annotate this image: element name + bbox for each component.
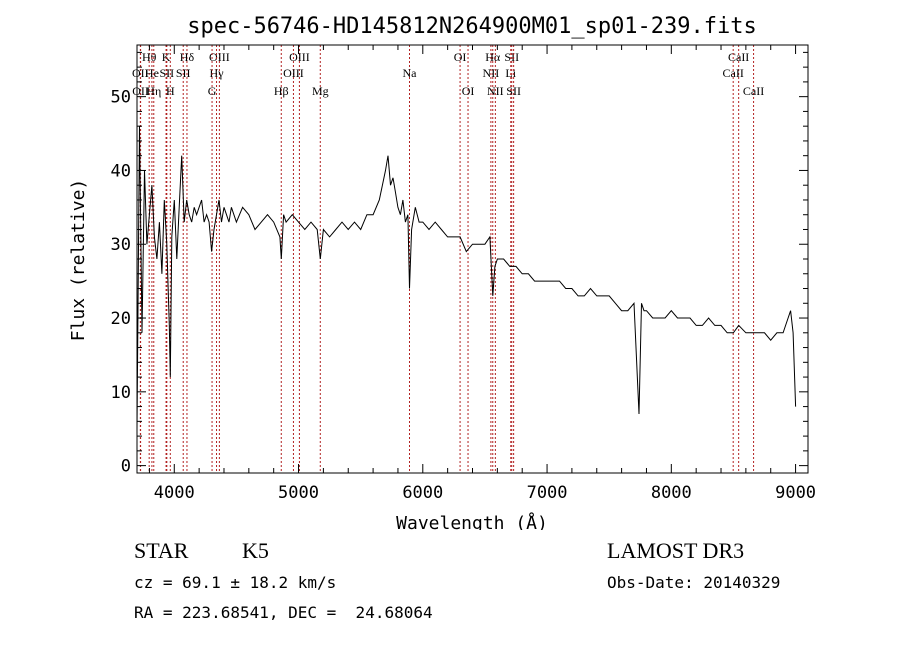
redshift-velocity: cz = 69.1 ± 18.2 km/s xyxy=(134,573,337,592)
y-tick-label: 40 xyxy=(111,161,131,181)
y-axis: 0 10 20 30 40 50 xyxy=(111,51,808,477)
marker-label-13: OIII xyxy=(289,50,310,64)
y-axis-label: Flux (relative) xyxy=(68,179,89,342)
y-tick-label: 0 xyxy=(121,457,131,477)
marker-label-1: OII xyxy=(132,84,149,98)
y-tick-label: 10 xyxy=(111,383,131,403)
spectrum-chart: spec-56746-HD145812N264900M01_sp01-239.f… xyxy=(68,14,816,530)
survey-name: LAMOST DR3 xyxy=(607,538,745,563)
observation-date: Obs-Date: 20140329 xyxy=(607,573,781,592)
marker-label-18: OI xyxy=(454,50,467,64)
x-tick-label: 5000 xyxy=(278,483,319,503)
marker-label-17: Na xyxy=(403,66,418,80)
x-axis-label: Wavelength (Å) xyxy=(396,512,548,530)
y-tick-label: 50 xyxy=(111,88,131,108)
coordinates: RA = 223.68541, DEC = 24.68064 xyxy=(134,603,433,622)
marker-label-4: Hη xyxy=(146,84,161,98)
marker-label-14: OIII xyxy=(283,66,304,80)
x-tick-label: 9000 xyxy=(775,483,816,503)
marker-label-5: K xyxy=(162,50,171,64)
y-tick-label: 20 xyxy=(111,309,131,329)
marker-label-26: CaII xyxy=(728,50,749,64)
marker-label-16: Mg xyxy=(312,84,329,98)
marker-label-28: CaII xyxy=(743,84,764,98)
object-subclass: K5 xyxy=(242,538,269,563)
x-tick-label: 6000 xyxy=(402,483,443,503)
marker-label-24: Li xyxy=(505,66,516,80)
marker-label-20: Hα xyxy=(485,50,501,64)
marker-label-2: Hθ xyxy=(142,50,157,64)
x-tick-label: 8000 xyxy=(651,483,692,503)
chart-title: spec-56746-HD145812N264900M01_sp01-239.f… xyxy=(187,14,757,39)
marker-label-12: G xyxy=(208,84,217,98)
marker-label-25: SII xyxy=(506,84,521,98)
marker-label-7: H xyxy=(166,84,175,98)
marker-label-11: Hγ xyxy=(210,66,225,80)
marker-label-23: SII xyxy=(504,50,519,64)
marker-label-9: SII xyxy=(176,66,191,80)
plot-frame xyxy=(136,44,809,474)
marker-label-10: OIII xyxy=(209,50,230,64)
marker-label-15: Hβ xyxy=(274,84,289,98)
marker-label-27: CaII xyxy=(723,66,744,80)
marker-label-6: SII xyxy=(159,66,174,80)
y-tick-label: 30 xyxy=(111,235,131,255)
spectrum-series xyxy=(136,126,797,429)
marker-label-21: NII xyxy=(483,66,500,80)
marker-label-22: NII xyxy=(487,84,504,98)
object-class: STAR xyxy=(134,538,189,563)
spectrum-line xyxy=(136,126,797,429)
marker-label-8: Hδ xyxy=(180,50,195,64)
x-axis: 4000 5000 6000 7000 8000 9000 xyxy=(148,45,816,503)
marker-label-19: OI xyxy=(462,84,475,98)
x-tick-label: 4000 xyxy=(154,483,195,503)
x-tick-label: 7000 xyxy=(527,483,568,503)
marker-label-3: He xyxy=(145,66,159,80)
